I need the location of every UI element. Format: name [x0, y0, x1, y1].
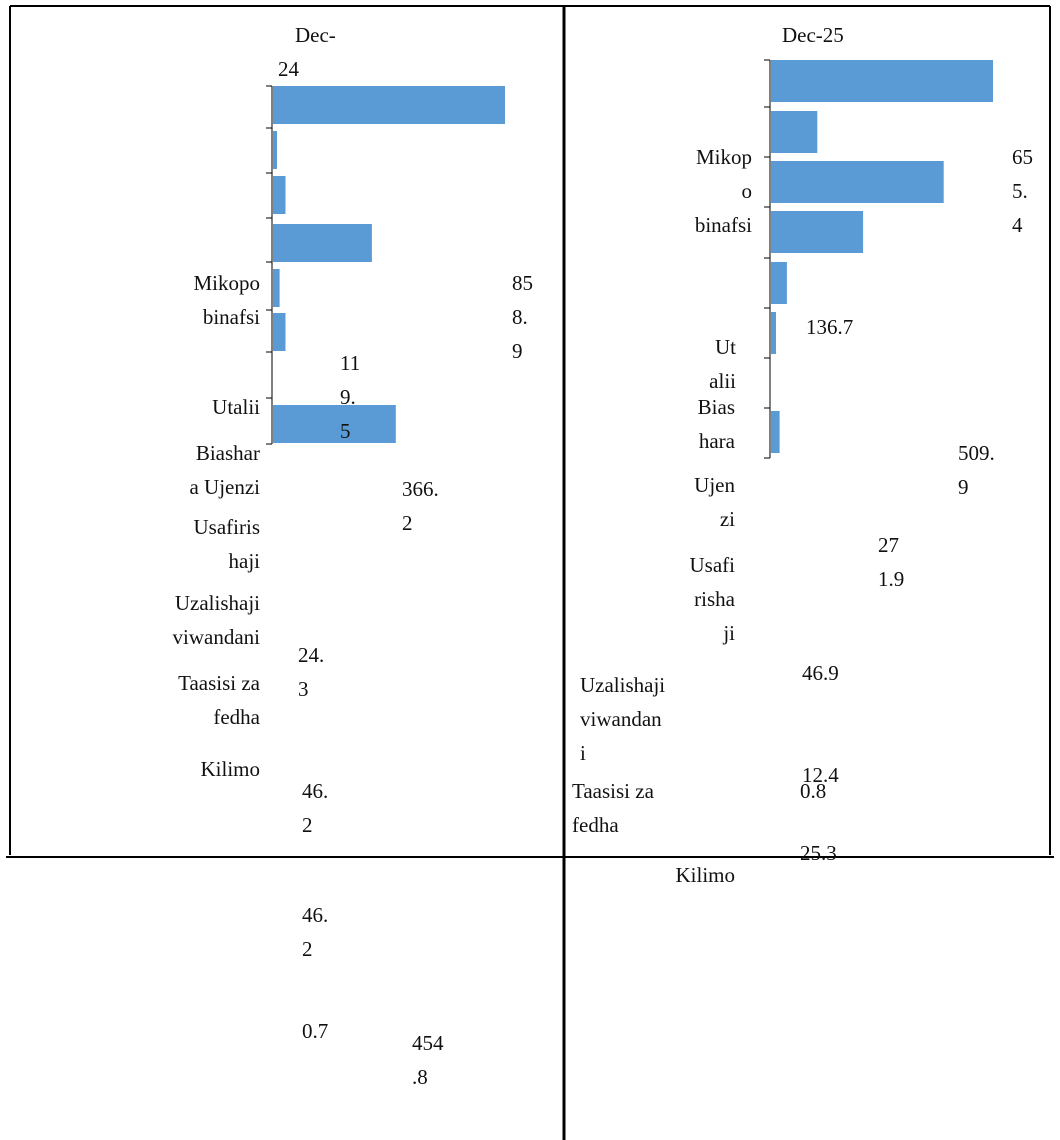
- value-label: 509. 9: [958, 441, 995, 499]
- bar-utalii: [771, 111, 818, 153]
- value-label: 24. 3: [298, 643, 324, 701]
- category-labels: Mikopo binafsi Utalii Biashar a Ujenzi Usafir…: [173, 271, 261, 781]
- value-labels: 85 8. 9 11 9. 5 366. 2 24. 3 46. 2 46. 2 0.7 454.8: [298, 271, 533, 1089]
- category-axis: [764, 59, 771, 459]
- value-label: 65 5. 4: [1012, 145, 1033, 237]
- bar-kilimo: [771, 411, 780, 453]
- value-label: 25.3: [800, 841, 837, 865]
- value-label: 0.8: [800, 779, 826, 803]
- bar-usafirishaji: [771, 262, 787, 304]
- value-labels: 65 5. 4 136.7 509. 9 27 1.9 46.9 12.40.8 25.3: [800, 145, 1033, 865]
- bar-mikopo-binafsi: [273, 86, 505, 124]
- bar-biashara: [273, 224, 372, 262]
- bar-ujenzi: [771, 211, 864, 253]
- value-label: 12.4: [802, 763, 839, 787]
- value-label: 11 9. 5: [340, 351, 360, 443]
- value-label: 0.7: [302, 1019, 328, 1043]
- value-label: 85 8. 9: [512, 271, 533, 363]
- bars: [771, 60, 993, 453]
- value-label: 136.7: [806, 315, 853, 339]
- chart-dec-24: Dec-24 Mikopo binafsi Utalii Biashar a Ujenz…: [173, 23, 533, 1089]
- bar-usafirishaji: [273, 313, 286, 351]
- bar-uzalishaji-viwandani: [771, 312, 776, 354]
- chart-title: Dec-25: [782, 23, 844, 47]
- value-label: 46.9: [802, 661, 839, 685]
- category-label: Utalii: [212, 395, 260, 419]
- bar-ujenzi: [273, 269, 280, 307]
- category-label: Kilimo: [200, 757, 260, 781]
- category-label: Kilimo: [675, 863, 735, 887]
- table-grid: [6, 5, 1054, 1140]
- value-label: 46. 2: [302, 903, 328, 961]
- category-label: Taasisi za fedha: [572, 779, 655, 837]
- category-label: Biashar a Ujenzi: [189, 441, 260, 499]
- category-label: Bias hara: [698, 395, 736, 453]
- value-label: 27 1.9: [878, 533, 904, 591]
- category-label: Ujen zi: [694, 473, 735, 531]
- category-axis: [266, 85, 273, 445]
- category-label: Taasisi za fedha: [178, 671, 261, 729]
- bar-kilimo: [273, 405, 396, 443]
- bar-mikopo-binafsi: [771, 60, 993, 102]
- chart-title: Dec-24: [278, 23, 336, 81]
- chart-title-text: Dec-25: [782, 23, 844, 47]
- bar-uzalishaji-viwandani: [273, 176, 286, 214]
- bars: [273, 86, 505, 443]
- bar-taasisi-za-fedha: [273, 131, 277, 169]
- value-label: 46. 2: [302, 779, 328, 837]
- value-label: 454.8: [412, 1031, 444, 1089]
- value-label: 366. 2: [402, 477, 439, 535]
- bar-biashara: [771, 161, 944, 203]
- chart-title-text: Dec-24: [278, 23, 336, 81]
